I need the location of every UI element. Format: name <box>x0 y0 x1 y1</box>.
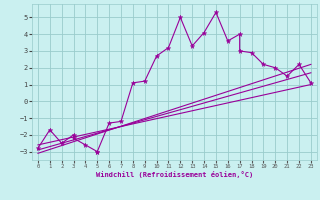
X-axis label: Windchill (Refroidissement éolien,°C): Windchill (Refroidissement éolien,°C) <box>96 171 253 178</box>
